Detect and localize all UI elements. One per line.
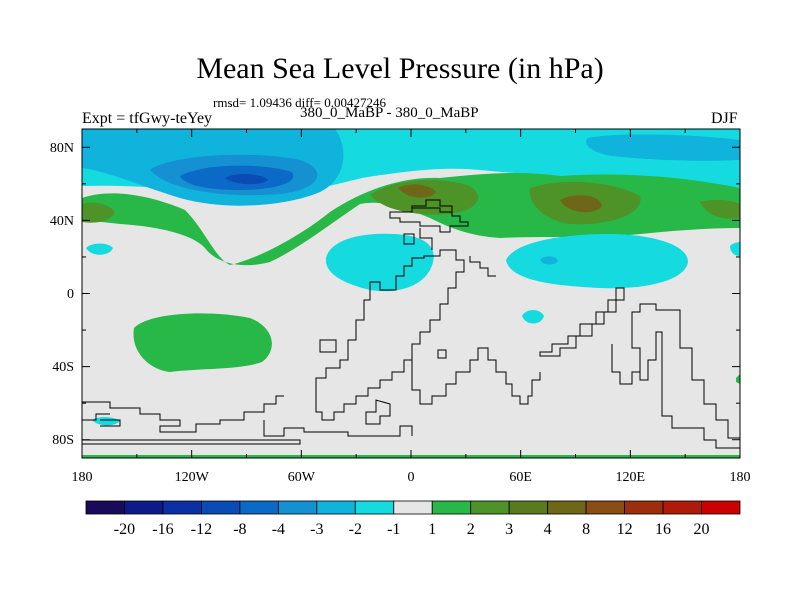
colorbar-box	[124, 500, 164, 515]
colorbar-box	[662, 500, 702, 515]
x-tick-label: 60W	[288, 470, 316, 485]
colorbar-box	[85, 500, 125, 515]
coastline-south-small-a	[319, 339, 337, 353]
colorbar-box	[470, 500, 510, 515]
chart-title: Mean Sea Level Pressure (in hPa)	[196, 52, 604, 85]
colorbar-box	[547, 500, 587, 515]
y-tick-marks	[82, 146, 740, 441]
coastline-northern-landmass	[411, 199, 453, 212]
colorbar-label: -4	[272, 521, 285, 538]
colorbar-box	[162, 500, 202, 515]
colorbar-box	[277, 500, 318, 515]
anomaly-region-olive-east	[700, 199, 740, 219]
colorbar-label: 20	[694, 521, 710, 538]
y-tick-label: 80S	[52, 433, 74, 448]
colorbar-box	[624, 500, 664, 515]
colorbar-label: 12	[617, 521, 633, 538]
anomaly-region-green-south-pacific	[133, 313, 272, 372]
anomaly-region-cyan-indian	[506, 234, 688, 289]
y-tick-label: 40N	[50, 214, 74, 229]
map-field	[82, 129, 740, 458]
colorbar-labels: -20 -16 -12 -8 -4 -3 -2 -1 1 2 3 4 8 12 16 20	[114, 521, 710, 538]
anomaly-region-cyan-west-small	[86, 243, 113, 255]
x-tick-marks	[81, 129, 741, 458]
coastline-group	[82, 199, 740, 449]
x-tick-label: 180	[72, 470, 93, 485]
experiment-label: Expt = tfGwy-teYey	[82, 110, 213, 127]
colorbar-label: 16	[655, 521, 671, 538]
subtitle-label: 380_0_MaBP - 380_0_MaBP	[300, 105, 479, 121]
coastline-south-small-b	[437, 349, 447, 359]
colorbar-box	[701, 500, 741, 515]
colorbar-label: -3	[310, 521, 323, 538]
coastline-continent-main	[315, 249, 465, 421]
coastline-east-mass	[631, 303, 740, 449]
coastline-antarctic-c	[82, 439, 301, 445]
coastline-antarctic-a	[82, 413, 110, 421]
colorbar-box	[316, 500, 356, 515]
colorbar-label: 8	[582, 521, 590, 538]
colorbar-label: -8	[233, 521, 246, 538]
season-label: DJF	[711, 110, 738, 127]
coastline-east-inner	[611, 344, 640, 385]
colorbar-label: 1	[428, 521, 436, 538]
x-tick-label: 120E	[616, 470, 646, 485]
colorbar-box	[585, 500, 625, 515]
anomaly-region-green-east-edge	[736, 374, 740, 384]
coastline-antarctic-d	[100, 419, 121, 427]
y-tick-label: 0	[67, 287, 74, 302]
colorbar-label: -1	[387, 521, 400, 538]
colorbar	[85, 500, 741, 515]
anomaly-region-cyan-south-small	[92, 417, 120, 426]
colorbar-box	[393, 500, 433, 515]
anomaly-region-cyan-southern-spot	[522, 310, 544, 324]
anomaly-region-navy-north	[225, 174, 268, 185]
coastline-europe	[389, 207, 469, 233]
coastline-antarctic-west	[82, 395, 284, 433]
coastline-coast-b	[419, 228, 433, 250]
x-tick-label: 120W	[175, 470, 210, 485]
coastline-coast-c	[469, 256, 496, 277]
colorbar-label: 2	[467, 521, 475, 538]
y-tick-label: 80N	[50, 141, 74, 156]
colorbar-label: -20	[114, 521, 135, 538]
anomaly-region-cyan-atlantic	[325, 233, 434, 292]
colorbar-box	[354, 500, 395, 515]
colorbar-box	[239, 500, 279, 515]
anomaly-region-brown-asia	[560, 195, 602, 213]
anomaly-region-olive-west	[82, 202, 115, 223]
colorbar-label: 4	[544, 521, 552, 538]
x-tick-labels: 180 120W 60W 0 60E 120E 180	[72, 470, 751, 485]
coastline-antarctic-b	[263, 420, 413, 437]
colorbar-label: -16	[152, 521, 173, 538]
x-tick-label: 0	[408, 470, 415, 485]
colorbar-label: 3	[505, 521, 513, 538]
colorbar-label: -12	[191, 521, 212, 538]
colorbar-box	[201, 500, 241, 515]
colorbar-box	[508, 500, 549, 515]
y-tick-label: 40S	[52, 360, 74, 375]
coastline-south-tip	[365, 399, 391, 425]
anomaly-region-lightblue-northeast	[586, 134, 740, 161]
anomaly-region-blue-indian-spot	[540, 256, 558, 265]
coastline-south-arm	[539, 287, 625, 357]
colorbar-box	[431, 500, 472, 515]
coastline-southern-fragment	[411, 347, 541, 405]
x-tick-label: 60E	[509, 470, 532, 485]
stats-label: rmsd= 1.09436 diff= 0.00427246	[213, 95, 386, 110]
anomaly-region-brown-atlantic	[398, 184, 436, 198]
colorbar-label: -2	[349, 521, 362, 538]
x-tick-label: 180	[730, 470, 751, 485]
anomaly-region-cyan-east-small	[730, 242, 740, 256]
y-tick-labels: 80N 40N 0 40S 80S	[50, 141, 74, 448]
coastline-coast-a	[403, 233, 415, 245]
